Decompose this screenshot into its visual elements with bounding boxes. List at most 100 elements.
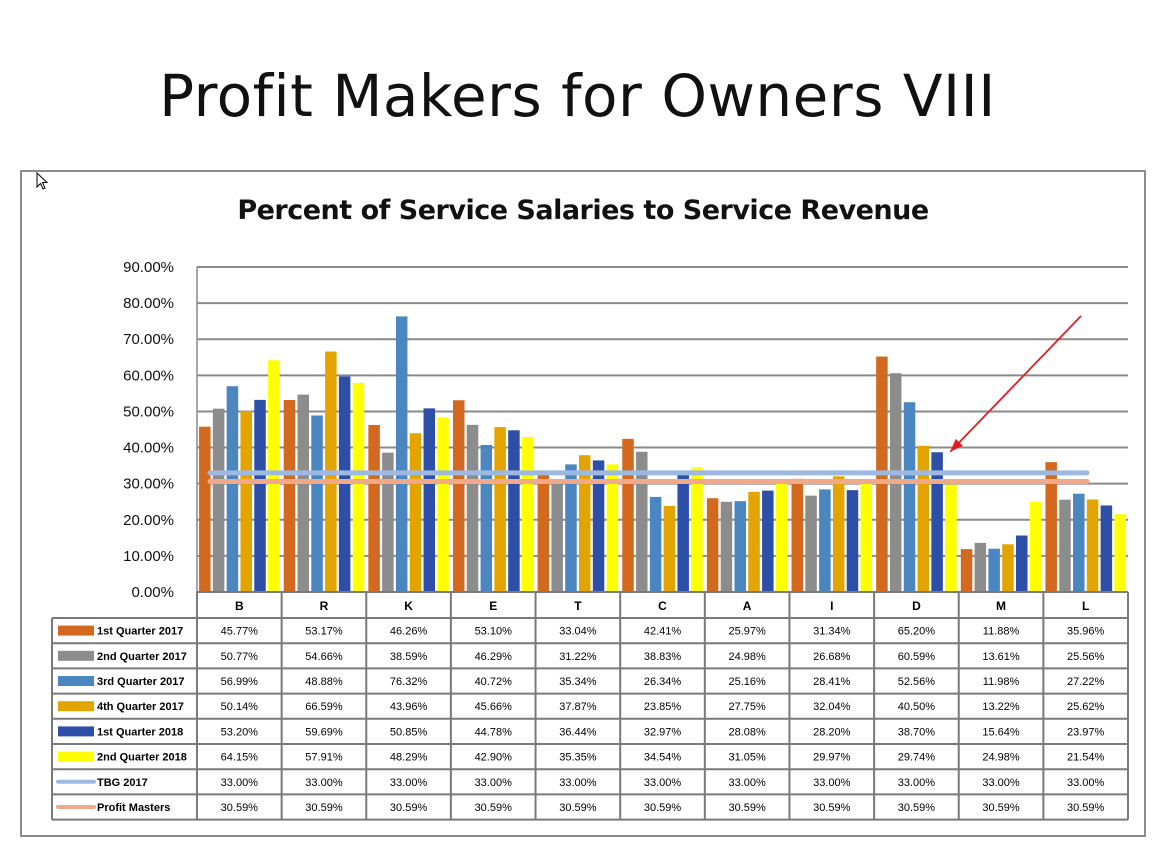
bar-T-3rd-quarter-2017 — [565, 464, 577, 592]
y-tick-label: 80.00% — [123, 295, 174, 312]
bar-E-1st-quarter-2018 — [508, 430, 520, 592]
slide-title: Profit Makers for Owners VIII — [159, 62, 996, 130]
category-label: L — [1082, 599, 1089, 613]
table-cell-value: 25.56% — [1067, 651, 1105, 663]
table-cell-value: 11.88% — [983, 626, 1020, 638]
table-cell-value: 30.59% — [559, 802, 597, 814]
bar-B-1st-quarter-2017 — [199, 426, 211, 592]
bar-R-1st-quarter-2018 — [338, 376, 351, 592]
table-cell-value: 30.59% — [644, 802, 682, 814]
table-cell-value: 30.59% — [390, 802, 428, 814]
table-cell-value: 45.77% — [221, 626, 259, 638]
table-cell-value: 33.00% — [898, 777, 936, 789]
y-tick-label: 40.00% — [123, 440, 174, 457]
table-cell-value: 15.64% — [982, 726, 1020, 738]
bar-D-1st-quarter-2018 — [931, 452, 943, 592]
table-cell-value: 43.96% — [390, 701, 428, 713]
table-cell-value: 31.22% — [559, 651, 597, 663]
table-cell-value: 52.56% — [898, 676, 936, 688]
bar-T-2nd-quarter-2018 — [606, 464, 619, 592]
table-cell-value: 44.78% — [475, 726, 513, 738]
category-label: K — [404, 599, 413, 613]
legend-series-name: 3rd Quarter 2017 — [97, 676, 184, 688]
table-cell-value: 40.50% — [898, 701, 936, 713]
table-cell-value: 50.14% — [221, 701, 259, 713]
table-cell-value: 28.41% — [813, 676, 851, 688]
table-cell-value: 25.97% — [728, 626, 766, 638]
table-cell-value: 13.61% — [982, 651, 1020, 663]
table-cell-value: 42.90% — [475, 752, 513, 764]
category-label: B — [235, 599, 244, 613]
legend-series-name: 1st Quarter 2017 — [97, 626, 183, 638]
bar-E-2nd-quarter-2018 — [521, 437, 534, 592]
bar-C-2nd-quarter-2017 — [636, 451, 648, 592]
table-cell-value: 53.20% — [221, 726, 259, 738]
bar-M-2nd-quarter-2017 — [974, 542, 987, 592]
table-cell-value: 26.34% — [644, 676, 682, 688]
table-cell-value: 40.72% — [475, 676, 513, 688]
bar-R-3rd-quarter-2017 — [311, 415, 323, 592]
table-cell-value: 48.88% — [305, 676, 343, 688]
bar-L-2nd-quarter-2018 — [1114, 514, 1126, 592]
category-label: R — [320, 599, 329, 613]
bar-A-2nd-quarter-2017 — [720, 501, 733, 592]
table-cell-value: 60.59% — [898, 651, 936, 663]
table-cell-value: 33.00% — [813, 777, 851, 789]
table-cell-value: 33.00% — [390, 777, 428, 789]
table-cell-value: 29.74% — [898, 752, 936, 764]
bar-I-2nd-quarter-2017 — [805, 495, 817, 592]
legend-key-1st-quarter-2017 — [58, 625, 94, 636]
bar-E-1st-quarter-2017 — [452, 400, 465, 592]
legend-key-3rd-quarter-2017 — [58, 676, 94, 686]
table-cell-value: 38.59% — [390, 651, 428, 663]
bar-R-1st-quarter-2017 — [283, 399, 296, 592]
bar-M-2nd-quarter-2018 — [1029, 501, 1042, 592]
table-cell-value: 38.83% — [644, 651, 682, 663]
legend-key-2nd-quarter-2018 — [58, 751, 94, 762]
category-label: I — [830, 599, 833, 613]
table-cell-value: 53.17% — [305, 626, 343, 638]
table-cell-value: 28.08% — [728, 726, 766, 738]
bar-K-2nd-quarter-2017 — [382, 452, 394, 592]
bar-L-1st-quarter-2018 — [1100, 505, 1113, 592]
bar-A-4th-quarter-2017 — [748, 491, 760, 592]
table-cell-value: 56.99% — [221, 676, 259, 688]
bar-T-2nd-quarter-2017 — [551, 479, 563, 592]
table-cell-value: 38.70% — [898, 726, 936, 738]
legend-series-name: TBG 2017 — [97, 777, 148, 789]
bar-C-3rd-quarter-2017 — [649, 496, 662, 592]
bar-L-2nd-quarter-2017 — [1059, 499, 1071, 592]
table-cell-value: 30.59% — [898, 802, 936, 814]
bar-A-2nd-quarter-2018 — [775, 479, 788, 592]
table-cell-value: 53.10% — [475, 626, 513, 638]
table-cell-value: 23.97% — [1067, 726, 1105, 738]
mouse-pointer-icon — [36, 172, 49, 190]
table-cell-value: 46.29% — [475, 651, 513, 663]
bar-M-3rd-quarter-2017 — [988, 548, 1000, 592]
table-cell-value: 21.54% — [1067, 752, 1105, 764]
bar-I-1st-quarter-2018 — [846, 490, 859, 592]
table-cell-value: 28.20% — [813, 726, 851, 738]
bar-C-1st-quarter-2017 — [622, 438, 634, 592]
table-cell-value: 24.98% — [982, 752, 1020, 764]
table-cell-value: 31.34% — [813, 626, 851, 638]
bar-E-4th-quarter-2017 — [494, 427, 506, 592]
table-cell-value: 36.44% — [559, 726, 597, 738]
bar-E-3rd-quarter-2017 — [480, 444, 493, 592]
table-cell-value: 46.26% — [390, 626, 428, 638]
table-cell-value: 48.29% — [390, 752, 428, 764]
table-cell-value: 50.85% — [390, 726, 428, 738]
bar-K-4th-quarter-2017 — [409, 433, 422, 592]
bar-M-4th-quarter-2017 — [1002, 544, 1014, 592]
bar-K-3rd-quarter-2017 — [395, 316, 408, 592]
legend-key-2nd-quarter-2017 — [58, 650, 94, 661]
y-tick-label: 20.00% — [123, 512, 174, 529]
table-cell-value: 65.20% — [898, 626, 936, 638]
bar-R-2nd-quarter-2018 — [352, 382, 365, 592]
table-cell-value: 33.00% — [475, 777, 513, 789]
bar-L-3rd-quarter-2017 — [1073, 493, 1085, 592]
table-cell-value: 32.97% — [644, 726, 682, 738]
table-cell-value: 27.75% — [728, 701, 766, 713]
table-cell-value: 33.00% — [559, 777, 597, 789]
